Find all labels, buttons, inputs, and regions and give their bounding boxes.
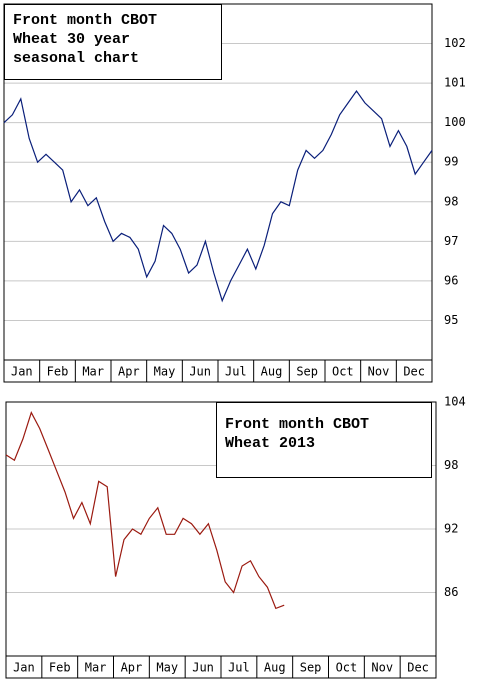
x-tick-label: Nov <box>371 661 393 675</box>
y-tick-label: 101 <box>444 76 466 90</box>
y-tick-label: 98 <box>444 194 458 208</box>
data-line <box>3 89 433 303</box>
x-tick-label: Jul <box>225 365 247 379</box>
title-box: Front month CBOT Wheat 2013 <box>216 402 432 478</box>
x-tick-label: Dec <box>407 661 429 675</box>
y-tick-label: 96 <box>444 273 458 287</box>
x-tick-label: Dec <box>403 365 425 379</box>
x-tick-label: Nov <box>368 365 390 379</box>
title-box: Front month CBOT Wheat 30 year seasonal … <box>4 4 222 80</box>
x-tick-label: Apr <box>121 661 143 675</box>
y-tick-label: 104 <box>444 395 466 409</box>
x-tick-label: Jun <box>192 661 214 675</box>
chart-title: Front month CBOT Wheat 30 year seasonal … <box>13 12 158 67</box>
x-tick-label: Mar <box>85 661 107 675</box>
x-tick-label: Feb <box>47 365 69 379</box>
y-tick-label: 99 <box>444 155 458 169</box>
y-tick-label: 98 <box>444 458 458 472</box>
y-tick-label: 100 <box>444 115 466 129</box>
x-tick-label: Aug <box>261 365 283 379</box>
x-tick-label: Mar <box>82 365 104 379</box>
y-tick-label: 102 <box>444 36 466 50</box>
y-tick-label: 92 <box>444 522 458 536</box>
x-tick-label: Jan <box>13 661 35 675</box>
x-tick-label: May <box>156 661 178 675</box>
x-tick-label: Oct <box>336 661 358 675</box>
x-tick-label: Apr <box>118 365 140 379</box>
x-tick-label: Oct <box>332 365 354 379</box>
y-tick-label: 95 <box>444 313 458 327</box>
x-tick-label: Jan <box>11 365 33 379</box>
data-line <box>5 411 285 610</box>
x-tick-label: Jun <box>189 365 211 379</box>
chart-title: Front month CBOT Wheat 2013 <box>225 416 370 452</box>
x-tick-label: Sep <box>300 661 322 675</box>
x-tick-label: Feb <box>49 661 71 675</box>
x-tick-label: Jul <box>228 661 250 675</box>
y-tick-label: 97 <box>444 234 458 248</box>
x-tick-label: Sep <box>296 365 318 379</box>
x-tick-label: May <box>154 365 176 379</box>
y-tick-label: 86 <box>444 585 458 599</box>
x-tick-label: Aug <box>264 661 286 675</box>
